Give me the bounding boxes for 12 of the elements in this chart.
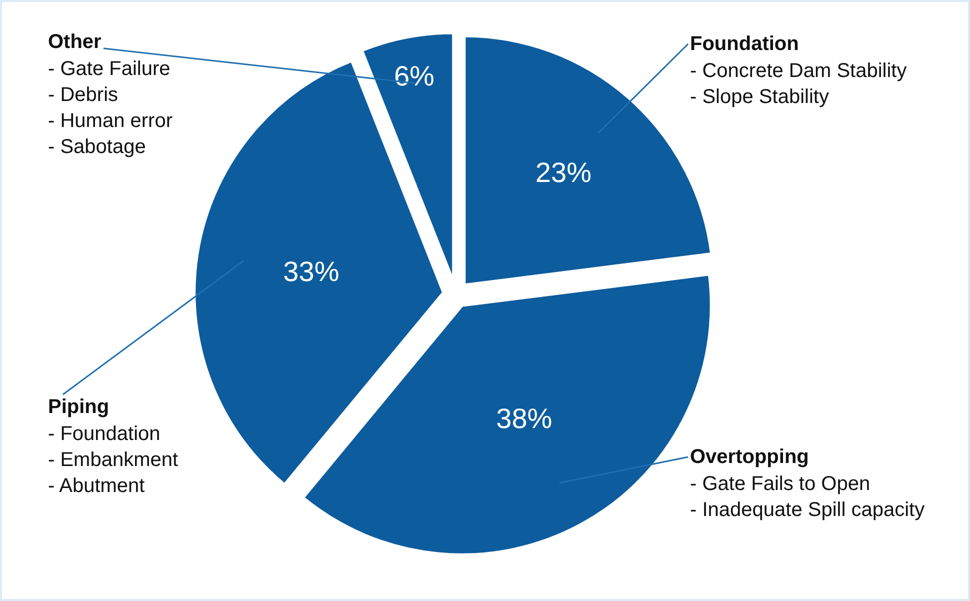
- data-label: 6%: [394, 60, 434, 92]
- data-label: 33%: [283, 256, 340, 288]
- text: - Gate Fails to Open - Inadequate Spill capacity: [690, 473, 925, 521]
- text: - Gate Failure - Debris - Human error - Sabotage: [48, 58, 173, 158]
- text: - Concrete Dam Stability - Slope Stability: [690, 60, 907, 108]
- slice-label: Overtopping: [690, 446, 809, 468]
- slice-label: Foundation: [690, 33, 799, 55]
- text: - Foundation - Embankment - Abutment: [48, 423, 178, 497]
- slice-label: Piping: [48, 396, 110, 418]
- data-label: 38%: [496, 403, 552, 434]
- slice-label: Other: [48, 31, 102, 53]
- data-label: 23%: [535, 157, 592, 188]
